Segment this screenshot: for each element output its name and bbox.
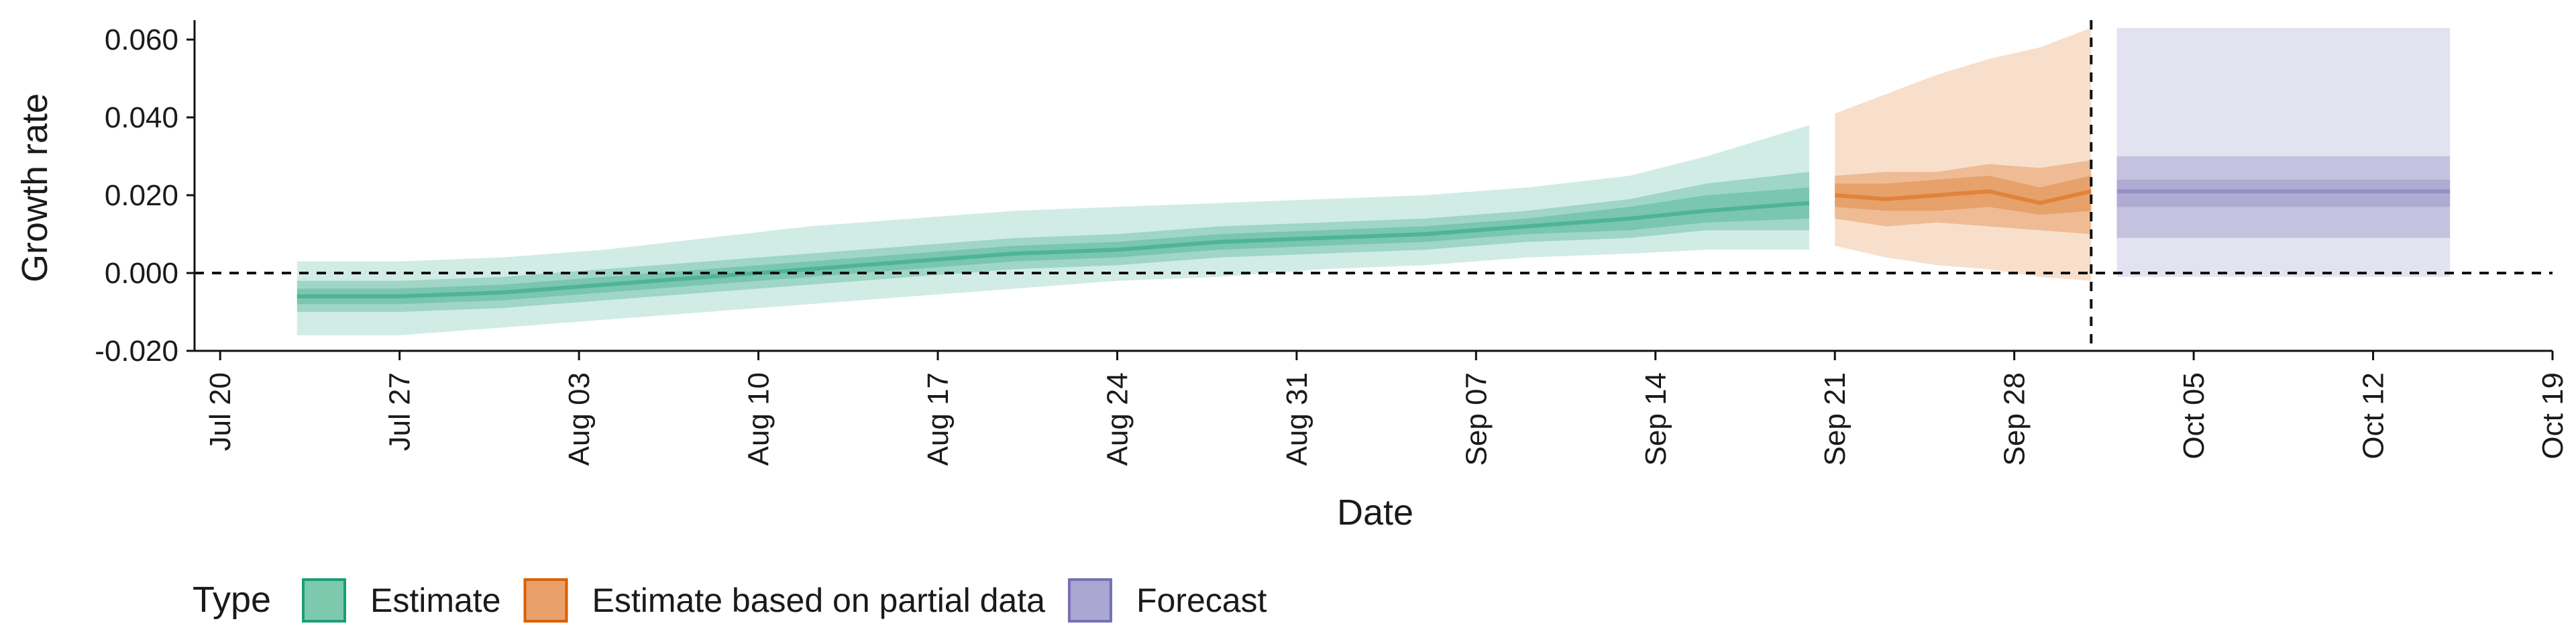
series-1-interval-band-50 — [1835, 160, 2092, 234]
series-2-interval-band-inner — [2116, 179, 2451, 207]
series-1-interval-band-outer — [1835, 28, 2092, 281]
x-tick-label: Oct 12 — [2357, 372, 2390, 460]
y-tick-label: 0.040 — [105, 101, 178, 134]
y-tick-label: 0.020 — [105, 179, 178, 212]
legend: Type Estimate Estimate based on partial d… — [193, 578, 1267, 623]
y-tick-label: -0.020 — [95, 335, 178, 368]
x-tick-label: Aug 03 — [563, 372, 596, 466]
x-axis-title: Date — [1337, 492, 1413, 533]
x-tick-label: Aug 24 — [1101, 372, 1134, 466]
x-tick-label: Oct 19 — [2536, 372, 2569, 460]
x-tick-label: Aug 31 — [1281, 372, 1313, 466]
band-layer — [297, 28, 2451, 335]
x-tick-label: Jul 27 — [384, 372, 417, 451]
series-2-interval-band-50 — [2116, 156, 2451, 238]
series-1-interval-band-inner — [1835, 176, 2092, 215]
legend-swatch — [523, 578, 568, 623]
series-2-interval-band-outer — [2116, 28, 2451, 277]
y-axis-title: Growth rate — [15, 93, 55, 282]
x-tick-label: Jul 20 — [204, 372, 237, 451]
y-tick-label: 0.060 — [105, 23, 178, 56]
y-axis-ticks: -0.020 0.000 0.020 0.040 0.060 — [95, 23, 195, 368]
series-0-median-line — [297, 201, 1810, 299]
legend-entry-label: Estimate based on partial data — [592, 582, 1046, 619]
x-tick-label: Aug 17 — [922, 372, 955, 466]
series-0-interval-band-inner — [297, 172, 1809, 312]
x-tick-label: Sep 21 — [1819, 372, 1851, 466]
y-tick-label: 0.000 — [105, 257, 178, 290]
legend-swatch — [302, 578, 346, 623]
series-1-median-line — [1834, 189, 2092, 205]
legend-swatch — [1067, 578, 1112, 623]
x-tick-label: Sep 14 — [1640, 372, 1672, 466]
x-axis-ticks: Jul 20 Jul 27 Aug 03 Aug 10 Aug 17 Aug 24 Aug … — [204, 351, 2569, 466]
legend-title: Type — [193, 580, 271, 620]
axes — [193, 20, 2553, 352]
x-tick-label: Sep 07 — [1460, 372, 1493, 466]
legend-entry-label: Estimate — [370, 582, 501, 619]
x-tick-label: Oct 05 — [2178, 372, 2210, 460]
x-tick-label: Aug 10 — [743, 372, 775, 466]
series-0-interval-band-outer — [297, 125, 1809, 335]
legend-entry-label: Forecast — [1136, 582, 1267, 619]
series-0-interval-band-50 — [297, 187, 1809, 305]
reference-lines — [195, 20, 2553, 351]
x-tick-label: Sep 28 — [1998, 372, 2031, 466]
